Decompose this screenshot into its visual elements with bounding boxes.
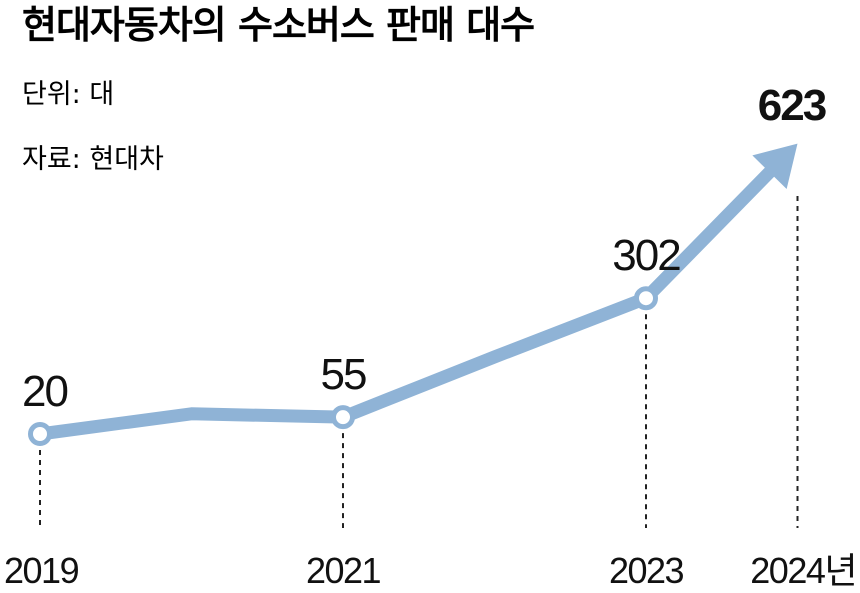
x-tick-label-2023: 2023 (609, 550, 684, 591)
chart-title: 현대자동차의 수소버스 판매 대수 (22, 3, 534, 47)
x-axis-ticks: 2019 2021 2023 2024년 (4, 550, 858, 591)
source-label: 자료: 현대차 (22, 144, 164, 175)
value-label-2023: 302 (612, 231, 680, 280)
x-tick-label-2024: 2024년 (750, 550, 856, 591)
point-markers (28, 286, 658, 446)
value-labels: 20 55 302 623 (22, 81, 828, 416)
unit-label: 단위: 대 (22, 79, 114, 110)
value-label-2019: 20 (22, 367, 67, 416)
x-tick-label-2021: 2021 (306, 550, 381, 591)
x-tick-label-2019: 2019 (4, 550, 79, 591)
series-polyline (33, 162, 779, 441)
series-line (33, 143, 798, 441)
point-marker-2019 (28, 422, 52, 446)
point-marker-2021 (331, 405, 355, 430)
point-marker-2023 (634, 286, 658, 311)
arrow-head (752, 143, 798, 190)
value-label-2024: 623 (758, 81, 826, 130)
guide-lines (39, 196, 799, 528)
value-label-2021: 55 (321, 350, 366, 399)
